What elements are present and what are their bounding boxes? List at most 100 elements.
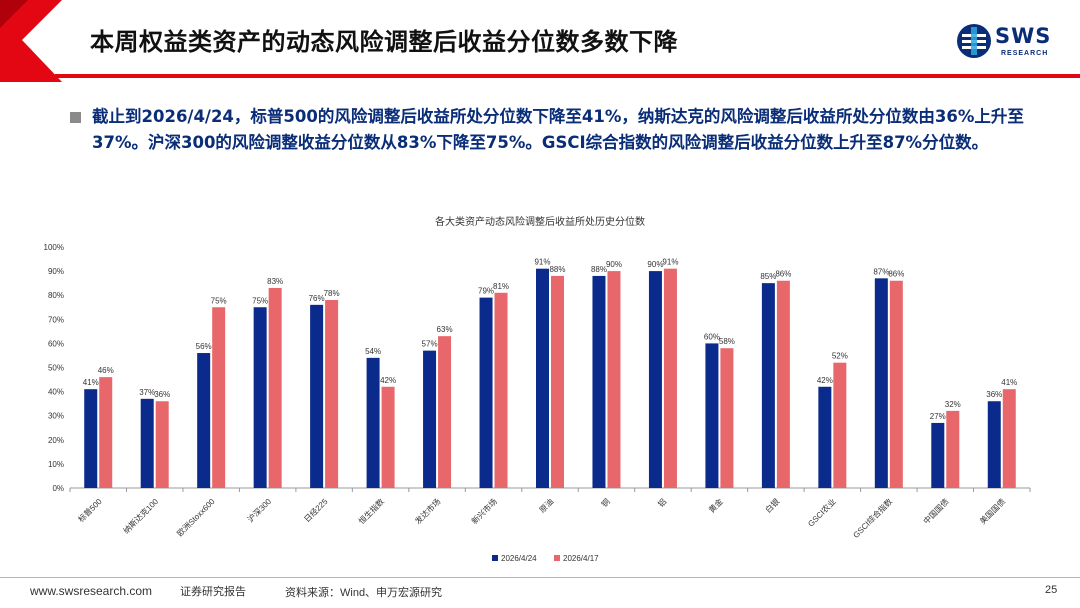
x-tick-label: 中国国债 (921, 496, 951, 526)
bar-current (874, 278, 888, 488)
data-label: 91% (662, 258, 678, 267)
x-axis-labels: 标普500 纳斯达克100 欧洲Stoxx600 沪深300 日经225 恒生指数 发达市场… (76, 496, 1007, 540)
data-label: 36% (154, 390, 170, 399)
data-label: 32% (945, 400, 961, 409)
bar-previous (720, 348, 734, 488)
bar-current (761, 283, 775, 488)
y-tick-label: 60% (48, 339, 64, 348)
footer-divider (0, 577, 1080, 578)
x-tick-label: 黄金 (706, 496, 724, 514)
data-label: 42% (380, 376, 396, 385)
data-label: 57% (422, 340, 438, 349)
x-tick-label: GSCI综合指数 (851, 496, 895, 540)
data-label: 90% (606, 260, 622, 269)
bar-previous (268, 287, 282, 488)
y-tick-label: 40% (48, 388, 64, 397)
bars: 41%46%37%36%56%75% 75%83%76%78%54%42%57%6… (83, 258, 1017, 488)
x-tick-label: 白银 (763, 496, 781, 514)
logo-subtext: RESEARCH (1001, 50, 1049, 57)
x-tick-label: 铜 (599, 496, 612, 509)
legend-swatch (492, 555, 498, 561)
data-label: 36% (986, 390, 1002, 399)
x-tick-label: 美国国债 (977, 496, 1007, 526)
x-tick-label: 新兴市场 (469, 496, 499, 526)
x-tick-label: 欧洲Stoxx600 (175, 496, 217, 538)
data-label: 37% (139, 388, 155, 397)
bar-previous (325, 300, 339, 488)
bar-previous (833, 362, 847, 488)
legend-swatch (554, 555, 560, 561)
data-label: 60% (704, 332, 720, 341)
bar-current (140, 398, 154, 488)
x-tick-label: GSCI农业 (806, 496, 838, 528)
y-tick-label: 10% (48, 460, 64, 469)
data-label: 85% (760, 272, 776, 281)
page-title: 本周权益类资产的动态风险调整后收益分位数多数下降 (90, 28, 678, 56)
bar-current (84, 389, 98, 488)
bar-previous (551, 275, 564, 488)
summary-text: 截止到2026/4/24，标普500的风险调整后收益所处分位数下降至41%，纳斯… (92, 107, 1024, 152)
bar-previous (776, 280, 790, 488)
x-tick-label: 日经225 (302, 496, 330, 524)
data-label: 76% (309, 294, 325, 303)
data-label: 63% (437, 325, 453, 334)
y-axis-ticks: 0% 10% 20% 30% 40% 50% 60% 70% 80% 90% 100% (44, 243, 1031, 493)
x-tick-label: 恒生指数 (356, 496, 386, 526)
bar-current (987, 401, 1001, 488)
x-tick-label: 纳斯达克100 (121, 496, 161, 536)
data-label: 79% (478, 287, 494, 296)
bar-previous (494, 292, 508, 488)
data-label: 78% (324, 289, 340, 298)
y-tick-label: 0% (52, 484, 64, 493)
bar-current (818, 386, 832, 488)
bar-previous (1002, 389, 1016, 488)
data-label: 86% (888, 270, 904, 279)
x-tick-label: 铝 (656, 496, 669, 509)
x-tick-label: 沪深300 (245, 496, 273, 524)
data-label: 58% (719, 337, 735, 346)
data-label: 56% (196, 342, 212, 351)
y-tick-label: 70% (48, 315, 64, 324)
sws-logo: SWS RESEARCH (955, 22, 1065, 62)
data-label: 86% (775, 270, 791, 279)
bar-current (479, 297, 493, 488)
legend-label: 2026/4/17 (563, 554, 599, 563)
bar-previous (99, 377, 113, 488)
header-decoration (0, 0, 1080, 82)
bar-previous (946, 410, 960, 488)
data-label: 88% (591, 265, 607, 274)
bar-current (536, 268, 549, 488)
bar-previous (155, 401, 169, 488)
bar-current (310, 304, 324, 488)
footer-url[interactable]: www.swsresearch.com (30, 584, 153, 598)
bar-previous (212, 307, 226, 488)
header: 本周权益类资产的动态风险调整后收益分位数多数下降 SWS RESEARCH (0, 0, 1080, 82)
data-label: 91% (534, 258, 550, 267)
data-label: 41% (83, 378, 99, 387)
x-tick-label: 标普500 (76, 496, 104, 524)
legend: 2026/4/24 2026/4/17 (492, 554, 599, 563)
percentile-bar-chart: 各大类资产动态风险调整后收益所处历史分位数 0% 10% 20% 30% 40% 50% 6… (44, 215, 1031, 563)
chart-title: 各大类资产动态风险调整后收益所处历史分位数 (435, 215, 645, 228)
bar-current (705, 343, 719, 488)
bar-current (648, 271, 662, 488)
bar-current (366, 357, 380, 488)
sws-logo-icon (957, 24, 991, 58)
bar-current (253, 307, 267, 488)
bar-previous (381, 386, 395, 488)
data-label: 88% (549, 265, 565, 274)
x-tick-label: 原油 (537, 496, 555, 514)
bar-previous (438, 336, 452, 488)
bar-previous (663, 268, 677, 488)
data-label: 75% (252, 296, 268, 305)
data-label: 81% (493, 282, 509, 291)
footer-source: 资料来源：Wind、申万宏源研究 (285, 587, 443, 599)
footer-label: 证券研究报告 (180, 586, 246, 598)
data-label: 54% (365, 347, 381, 356)
x-tick-label: 发达市场 (413, 496, 443, 526)
data-label: 27% (930, 412, 946, 421)
bar-current (931, 422, 945, 488)
data-label: 90% (647, 260, 663, 269)
y-tick-label: 50% (48, 364, 64, 373)
data-label: 42% (817, 376, 833, 385)
